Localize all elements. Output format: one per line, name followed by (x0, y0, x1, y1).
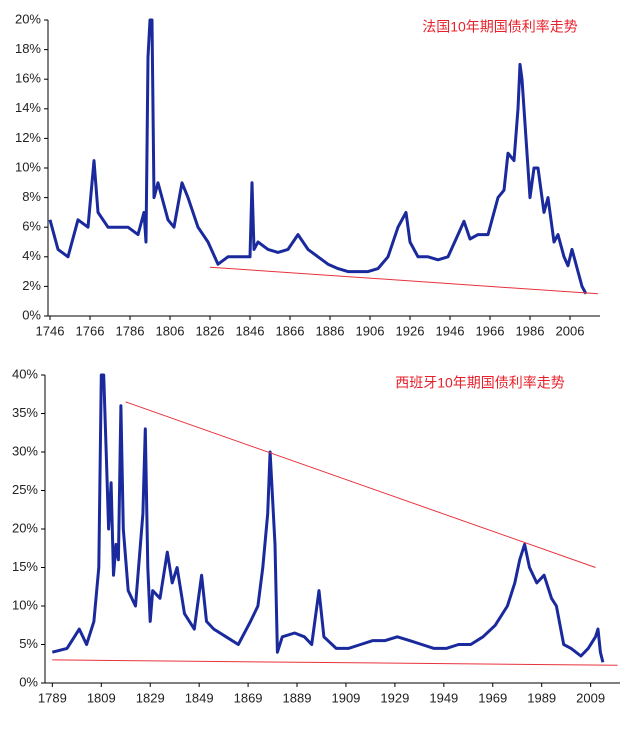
chart-title: 西班牙10年期国债利率走势 (395, 375, 565, 391)
y-tick-label: 25% (12, 482, 38, 497)
x-tick-label: 2006 (556, 323, 585, 338)
y-tick-label: 4% (22, 248, 41, 263)
y-tick-label: 0% (22, 307, 41, 322)
chart-title: 法国10年期国债利率走势 (422, 19, 578, 35)
y-tick-label: 40% (12, 366, 38, 381)
y-tick-label: 0% (19, 674, 38, 689)
x-tick-label: 1746 (36, 323, 65, 338)
y-tick-label: 2% (22, 278, 41, 293)
x-tick-label: 1849 (185, 690, 214, 705)
x-tick-label: 1789 (38, 690, 67, 705)
y-tick-label: 5% (19, 636, 38, 651)
x-tick-label: 1866 (276, 323, 305, 338)
y-tick-label: 16% (15, 71, 41, 86)
y-tick-label: 8% (22, 189, 41, 204)
x-tick-label: 1989 (527, 690, 556, 705)
x-tick-label: 1766 (76, 323, 105, 338)
x-tick-label: 1909 (331, 690, 360, 705)
x-tick-label: 1986 (516, 323, 545, 338)
x-tick-label: 1869 (234, 690, 263, 705)
y-tick-label: 10% (12, 597, 38, 612)
x-tick-label: 1906 (356, 323, 385, 338)
x-tick-label: 1809 (87, 690, 116, 705)
y-tick-label: 20% (12, 520, 38, 535)
x-tick-label: 1829 (136, 690, 165, 705)
trend-line (209, 266, 599, 295)
x-tick-label: 1966 (476, 323, 505, 338)
x-tick-label: 1826 (196, 323, 225, 338)
y-tick-label: 30% (12, 443, 38, 458)
x-tick-label: 1929 (380, 690, 409, 705)
rate-line (48, 18, 588, 295)
x-tick-label: 1889 (283, 690, 312, 705)
x-tick-label: 1969 (478, 690, 507, 705)
x-tick-label: 1886 (316, 323, 345, 338)
y-tick-label: 20% (15, 11, 41, 26)
x-tick-label: 1786 (116, 323, 145, 338)
y-tick-label: 18% (15, 41, 41, 56)
rate-line (51, 373, 605, 663)
y-tick-label: 12% (15, 130, 41, 145)
x-tick-label: 1806 (156, 323, 185, 338)
y-tick-label: 35% (12, 405, 38, 420)
x-tick-label: 1946 (436, 323, 465, 338)
trend-line (52, 659, 618, 666)
x-tick-label: 1926 (396, 323, 425, 338)
trend-line (125, 401, 596, 568)
y-tick-label: 10% (15, 159, 41, 174)
y-tick-label: 14% (15, 100, 41, 115)
y-tick-label: 6% (22, 219, 41, 234)
x-tick-label: 2009 (576, 690, 605, 705)
x-tick-label: 1949 (429, 690, 458, 705)
y-tick-label: 15% (12, 559, 38, 574)
x-tick-label: 1846 (236, 323, 265, 338)
